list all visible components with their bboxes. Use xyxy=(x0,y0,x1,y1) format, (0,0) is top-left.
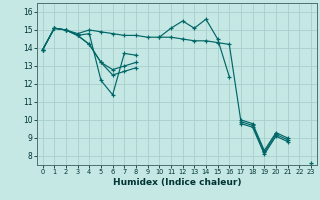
X-axis label: Humidex (Indice chaleur): Humidex (Indice chaleur) xyxy=(113,178,241,187)
